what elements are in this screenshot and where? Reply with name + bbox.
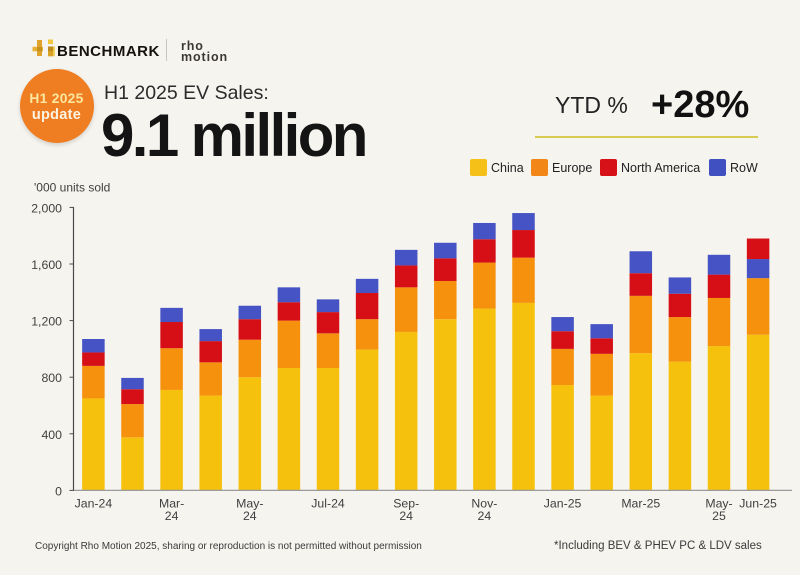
svg-text:2,000: 2,000 [31,201,62,215]
svg-text:25: 25 [712,509,726,523]
svg-text:Nov-: Nov- [471,497,497,511]
svg-text:Jan-25: Jan-25 [544,497,582,511]
svg-text:400: 400 [41,428,62,442]
svg-text:Sep-: Sep- [393,497,419,511]
svg-text:24: 24 [243,509,257,523]
svg-text:'000 units sold: '000 units sold [34,181,110,195]
svg-text:Jul-24: Jul-24 [311,497,345,511]
svg-text:24: 24 [165,509,179,523]
svg-text:Jun-25: Jun-25 [739,497,777,511]
svg-text:May-: May- [705,497,732,511]
svg-text:0: 0 [55,484,62,498]
svg-text:Jan-24: Jan-24 [75,497,113,511]
svg-text:24: 24 [478,509,492,523]
svg-text:May-: May- [236,497,263,511]
svg-text:Mar-25: Mar-25 [621,497,660,511]
svg-text:1,200: 1,200 [31,315,62,329]
svg-text:800: 800 [41,371,62,385]
svg-text:24: 24 [399,509,413,523]
svg-text:Mar-: Mar- [159,497,184,511]
svg-text:1,600: 1,600 [31,258,62,272]
